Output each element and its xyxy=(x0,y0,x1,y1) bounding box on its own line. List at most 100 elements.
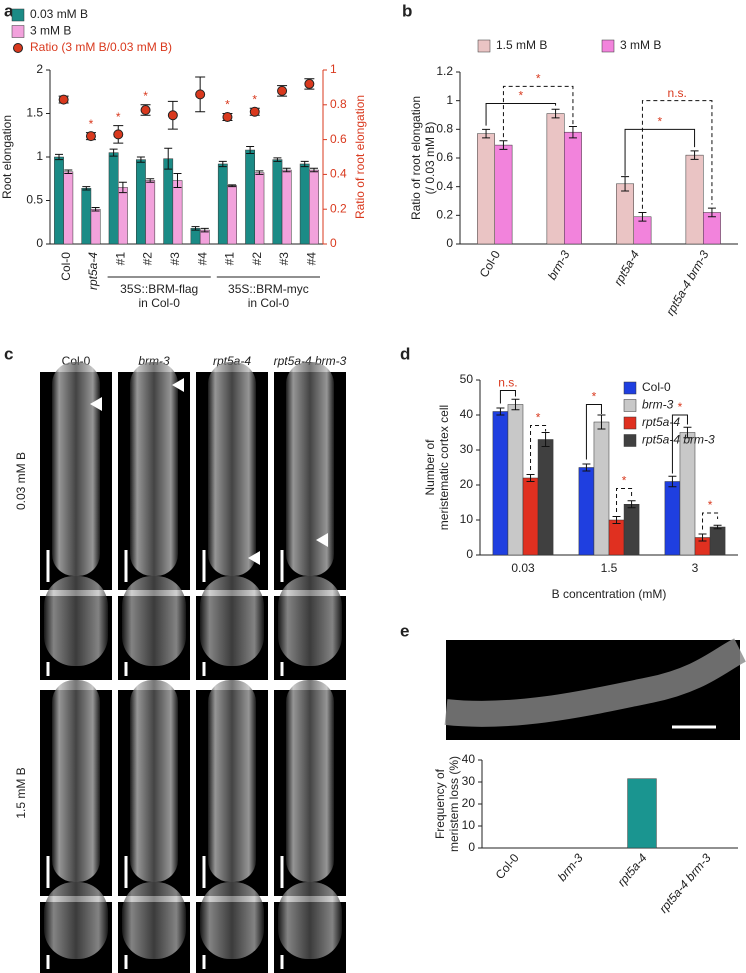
legend-label: Col-0 xyxy=(642,380,671,394)
y-axis-label: (/ 0.03 mM B) xyxy=(423,122,437,195)
significance: * xyxy=(252,92,257,106)
x-tick-label: brm-3 xyxy=(545,248,573,282)
bar xyxy=(272,159,283,245)
root-tip xyxy=(200,576,264,666)
legend-label: 0.03 mM B xyxy=(30,7,88,21)
y-tick-label: 20 xyxy=(460,477,474,491)
bar xyxy=(537,439,554,556)
bar xyxy=(163,158,174,245)
error-bar xyxy=(146,178,155,183)
bar xyxy=(227,185,237,245)
root-tip xyxy=(278,576,342,666)
bar xyxy=(507,404,524,556)
group-label: in Col-0 xyxy=(139,296,181,310)
micrographs: Col-0 brm-3 rpt5a-4 rpt5a-4 brm-30.03 mM B1… xyxy=(14,221,347,973)
legend-label: 3 mM B xyxy=(620,38,661,52)
error-bar xyxy=(82,186,91,191)
error-bar xyxy=(698,533,707,542)
x-tick-label: 0.03 xyxy=(511,561,535,575)
bar xyxy=(679,432,696,556)
bracket xyxy=(671,414,688,474)
significance: * xyxy=(536,411,541,425)
significance: * xyxy=(89,117,94,131)
error-bar xyxy=(597,414,606,430)
x-tick-label: #3 xyxy=(168,252,182,266)
error-bar xyxy=(191,226,200,231)
error-bar xyxy=(273,157,282,162)
legend-label: 1.5 mM B xyxy=(496,38,547,52)
error-bar xyxy=(612,516,621,524)
root xyxy=(444,638,746,727)
significance: * xyxy=(143,89,148,103)
root-tip xyxy=(122,882,186,959)
bar xyxy=(54,156,64,245)
x-tick-label: Col-0 xyxy=(477,248,504,280)
significance: * xyxy=(225,98,230,112)
y-tick-label: 10 xyxy=(462,818,476,832)
y2-tick-label: 0.4 xyxy=(330,167,347,181)
root xyxy=(52,680,100,882)
x-tick-label: Col-0 xyxy=(493,851,522,882)
y2-tick-label: 1 xyxy=(330,62,337,76)
significance: * xyxy=(536,72,541,86)
error-bar xyxy=(683,426,692,439)
error-bar xyxy=(526,474,535,482)
row-label: 0.03 mM B xyxy=(14,452,28,510)
root xyxy=(52,362,100,576)
bracket xyxy=(616,488,633,512)
bar xyxy=(172,180,183,245)
y-tick-label: 1 xyxy=(36,149,43,163)
bar xyxy=(608,519,625,556)
legend-swatch xyxy=(623,381,637,395)
arrowhead xyxy=(258,266,270,280)
y-tick-label: 0 xyxy=(36,236,43,250)
bar xyxy=(494,144,513,245)
y-axis-label: Frequency of xyxy=(433,768,447,839)
bar xyxy=(564,131,582,245)
error-bar xyxy=(496,407,505,416)
error-bar xyxy=(164,147,173,170)
legend-swatch xyxy=(11,8,25,22)
ratio-point xyxy=(222,111,233,122)
root xyxy=(286,680,334,882)
error-bar xyxy=(668,475,677,488)
column-label: rpt5a-4 brm-3 xyxy=(274,354,347,368)
ratio-point xyxy=(249,106,260,117)
bar xyxy=(190,228,201,245)
bar xyxy=(63,171,74,245)
bar xyxy=(281,169,292,245)
arrowhead xyxy=(316,533,328,547)
bar xyxy=(254,172,265,245)
y2-tick-label: 0 xyxy=(330,236,337,250)
y-tick-label: 2 xyxy=(36,62,43,76)
x-tick-label: #4 xyxy=(305,252,319,266)
error-bar xyxy=(282,167,291,173)
error-bar xyxy=(568,125,577,139)
error-bar xyxy=(309,167,318,173)
y-tick-label: 40 xyxy=(460,407,474,421)
x-tick-label: brm-3 xyxy=(555,851,586,884)
y-tick-label: 0.2 xyxy=(436,208,453,222)
bar xyxy=(664,481,681,556)
significance: n.s. xyxy=(668,86,687,100)
significance: * xyxy=(116,110,121,124)
root xyxy=(208,680,256,882)
y-axis-label: meristem loss (%) xyxy=(447,756,461,852)
panel-label: b xyxy=(402,1,412,20)
y-tick-label: 40 xyxy=(462,752,476,766)
ratio-point xyxy=(304,78,315,89)
row-label: 1.5 mM B xyxy=(14,767,28,818)
legend-label: Ratio (3 mM B/0.03 mM B) xyxy=(30,40,172,54)
error-bar xyxy=(218,160,227,168)
bracket xyxy=(502,85,574,138)
error-bar xyxy=(173,173,182,188)
x-tick-label: #4 xyxy=(195,252,209,266)
significance: * xyxy=(592,390,597,404)
y-tick-label: 0.4 xyxy=(436,179,453,193)
y-tick-label: 50 xyxy=(460,372,474,386)
bracket xyxy=(585,404,602,460)
y-tick-label: 1.5 xyxy=(26,106,43,120)
arrowhead xyxy=(178,221,190,235)
arrowhead xyxy=(248,551,260,565)
